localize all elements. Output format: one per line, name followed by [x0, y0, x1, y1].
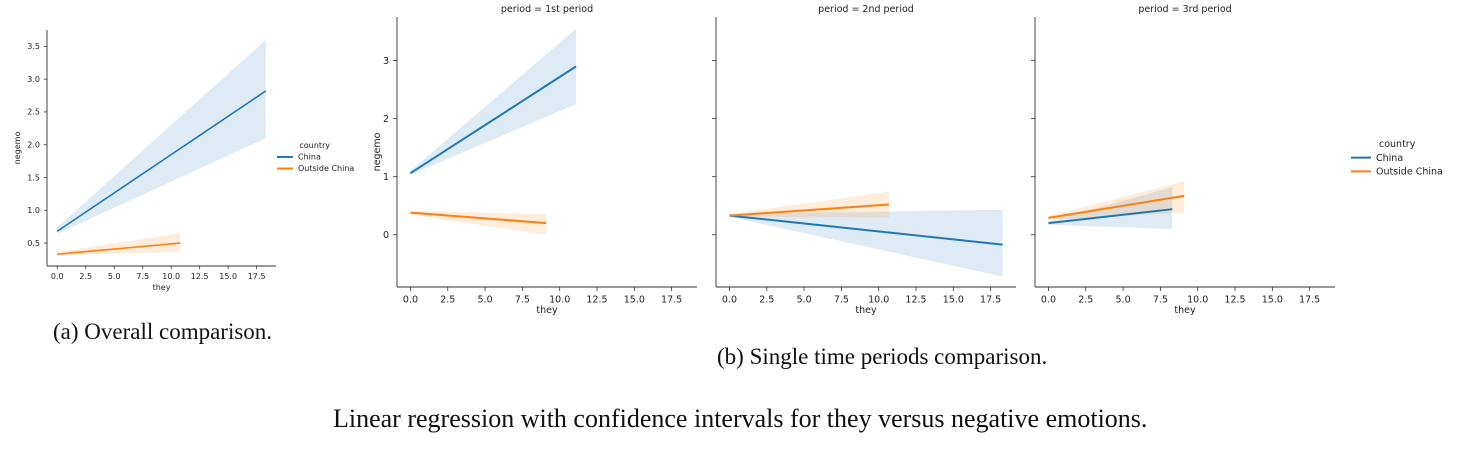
- x-axis-label: they: [153, 283, 171, 292]
- ci-band-outside-china: [57, 233, 181, 256]
- ci-band-china: [57, 39, 266, 234]
- panel-title: period = 3rd period: [1138, 4, 1231, 15]
- chart-panel-4: 0.0 2.5 5.0 7.5 10.0 12.5 15.0 17.5 period = 3rd…: [1031, 4, 1443, 316]
- x-tick-label: 10.0: [868, 295, 889, 306]
- legend: country China Outside China: [277, 141, 354, 173]
- x-tick-label: 0.0: [722, 295, 737, 306]
- x-axis-label: they: [536, 305, 558, 316]
- caption-b: (b) Single time periods comparison.: [717, 344, 1048, 369]
- x-tick-label: 15.0: [943, 295, 964, 306]
- panel-title: period = 2nd period: [818, 4, 914, 15]
- charts-figure: 0.0 2.5 5.0 7.5 10.0 12.5 15.0 17.50.51.01.52.0…: [13, 4, 1443, 316]
- chart-panel-2: 0.0 2.5 5.0 7.5 10.0 12.5 15.0 17.5 0 1 2 3 period =…: [372, 4, 697, 316]
- y-tick-label: 3.5: [27, 42, 40, 51]
- x-tick-label: 17.5: [248, 272, 266, 281]
- regression-line-china: [1048, 208, 1173, 225]
- ci-band-outside-china: [410, 210, 547, 235]
- x-tick-label: 2.5: [759, 295, 774, 306]
- x-tick-label: 10.0: [549, 295, 570, 306]
- regression-line-outside-china: [410, 211, 547, 225]
- y-tick-label: 3.0: [27, 75, 40, 84]
- x-tick-label: 15.0: [624, 295, 645, 306]
- y-tick-label: 0.5: [27, 239, 40, 248]
- regression-line-outside-china: [57, 242, 181, 255]
- legend-entry: Outside China: [298, 164, 354, 173]
- y-tick-label: 1: [383, 172, 389, 183]
- x-tick-label: 15.0: [219, 272, 237, 281]
- x-tick-label: 17.5: [661, 295, 682, 306]
- x-tick-label: 0.0: [1041, 295, 1056, 306]
- x-axis-label: they: [855, 305, 877, 316]
- y-tick-label: 0: [383, 230, 389, 241]
- ci-band-china: [729, 209, 1003, 277]
- x-tick-label: 17.5: [980, 295, 1001, 306]
- legend-title: country: [299, 141, 330, 150]
- x-tick-label: 12.5: [191, 272, 209, 281]
- x-tick-label: 12.5: [905, 295, 926, 306]
- x-tick-label: 7.5: [1153, 295, 1168, 306]
- y-axis-label: negemo: [372, 132, 383, 171]
- x-tick-label: 10.0: [162, 272, 180, 281]
- ci-band-china: [410, 28, 577, 175]
- panel-title: period = 1st period: [501, 4, 593, 15]
- y-tick-label: 3: [383, 56, 389, 67]
- x-tick-label: 17.5: [1299, 295, 1320, 306]
- ci-band-outside-china: [1048, 181, 1185, 220]
- y-axis-label: negemo: [13, 132, 22, 165]
- x-tick-label: 2.5: [1078, 295, 1093, 306]
- x-tick-label: 12.5: [586, 295, 607, 306]
- legend-entry: China: [298, 153, 321, 162]
- regression-line-outside-china: [729, 203, 890, 217]
- legend-entry: China: [1376, 153, 1403, 164]
- x-tick-label: 0.0: [51, 272, 64, 281]
- x-tick-label: 7.5: [136, 272, 149, 281]
- x-tick-label: 12.5: [1224, 295, 1245, 306]
- y-tick-label: 2.5: [27, 108, 40, 117]
- x-tick-label: 5.0: [797, 295, 812, 306]
- x-tick-label: 2.5: [440, 295, 455, 306]
- ci-band-outside-china: [729, 191, 890, 218]
- x-tick-label: 7.5: [515, 295, 530, 306]
- y-tick-label: 2: [383, 114, 389, 125]
- x-tick-label: 7.5: [834, 295, 849, 306]
- y-tick-label: 1.5: [27, 173, 40, 182]
- legend-entry: Outside China: [1376, 167, 1443, 178]
- figure-caption: Linear regression with confidence interv…: [333, 404, 1148, 433]
- regression-line-china: [56, 90, 267, 232]
- x-tick-label: 5.0: [478, 295, 493, 306]
- chart-panel-3: 0.0 2.5 5.0 7.5 10.0 12.5 15.0 17.5 period = 2nd…: [712, 4, 1016, 316]
- caption-a: (a) Overall comparison.: [53, 319, 273, 344]
- y-tick-label: 2.0: [27, 141, 40, 150]
- chart-panel-1: 0.0 2.5 5.0 7.5 10.0 12.5 15.0 17.5 0.5 1.0 1.5 2.0…: [13, 30, 354, 292]
- regression-line-china: [409, 65, 577, 175]
- x-tick-label: 15.0: [1262, 295, 1283, 306]
- x-tick-label: 5.0: [1116, 295, 1131, 306]
- x-axis-label: they: [1174, 305, 1196, 316]
- regression-line-outside-china: [1048, 194, 1185, 219]
- legend-title: country: [1379, 139, 1416, 150]
- x-tick-label: 2.5: [79, 272, 92, 281]
- x-tick-label: 10.0: [1187, 295, 1208, 306]
- regression-line-china: [729, 214, 1003, 246]
- y-tick-label: 1.0: [27, 206, 40, 215]
- x-tick-label: 0.0: [403, 295, 418, 306]
- x-tick-label: 5.0: [108, 272, 121, 281]
- legend: country China Outside China: [1351, 139, 1443, 178]
